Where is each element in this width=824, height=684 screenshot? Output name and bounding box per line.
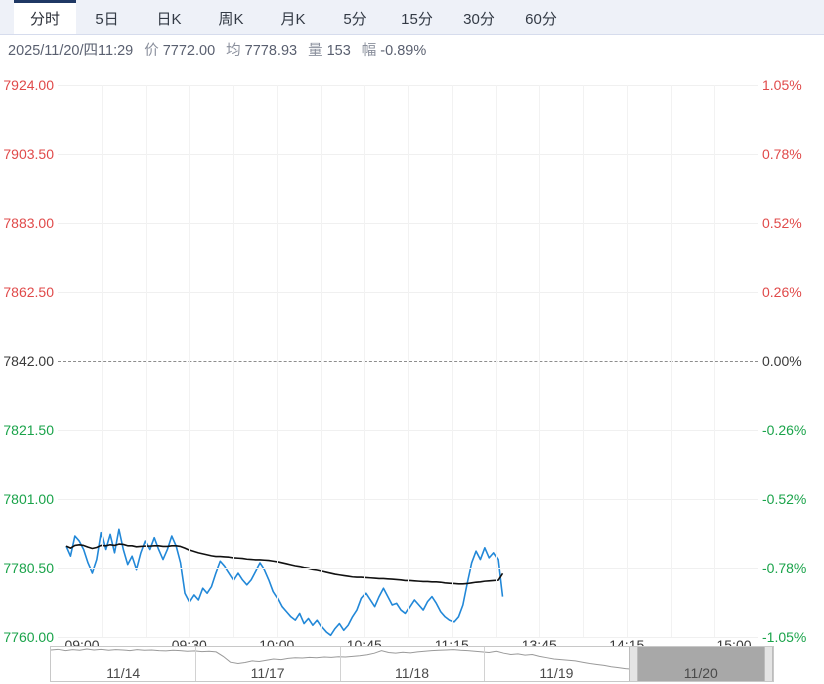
- tab-6[interactable]: 15分: [386, 0, 448, 34]
- gridline-vertical: [627, 85, 628, 637]
- tab-label: 15分: [401, 11, 433, 28]
- tab-label: 月K: [280, 11, 306, 28]
- y-axis-right-tick: 0.78%: [762, 146, 802, 162]
- y-axis-right-tick: -1.05%: [762, 629, 807, 645]
- gridline-vertical: [583, 85, 584, 637]
- y-axis-right-tick: -0.78%: [762, 560, 807, 576]
- gridline-vertical: [671, 85, 672, 637]
- y-axis-left-tick: 7821.50: [3, 422, 54, 438]
- info-avg-label: 均: [226, 42, 241, 59]
- gridline-vertical: [452, 85, 453, 637]
- y-axis-right-tick: 0.26%: [762, 284, 802, 300]
- info-avg-value: 7778.93: [244, 42, 298, 59]
- gridline-vertical: [321, 85, 322, 637]
- y-axis-right-tick: 0.52%: [762, 215, 802, 231]
- gridline-horizontal: [58, 637, 758, 638]
- y-axis-right-tick: 1.05%: [762, 77, 802, 93]
- info-volume-value: 153: [326, 42, 351, 59]
- tab-4[interactable]: 月K: [262, 0, 324, 34]
- y-axis-left-tick: 7883.00: [3, 215, 54, 231]
- tab-label: 60分: [525, 11, 557, 28]
- y-axis-left-tick: 7862.50: [3, 284, 54, 300]
- tab-3[interactable]: 周K: [200, 0, 262, 34]
- tab-8[interactable]: 60分: [510, 0, 572, 34]
- y-axis-right-tick: -0.52%: [762, 491, 807, 507]
- tab-active-0[interactable]: 分时: [14, 0, 76, 34]
- navigator-divider: [195, 647, 197, 681]
- tab-label: 5分: [343, 11, 367, 28]
- y-axis-right-tick: -0.26%: [762, 422, 807, 438]
- gridline-vertical: [277, 85, 278, 637]
- tab-label: 5日: [95, 11, 119, 28]
- y-axis-left-tick: 7801.00: [3, 491, 54, 507]
- navigator-date-label: 11/17: [250, 665, 285, 681]
- date-range-navigator[interactable]: 11/14 11/17 11/18 11/19 11/20: [50, 646, 774, 682]
- tab-label: 30分: [463, 11, 495, 28]
- gridline-vertical: [146, 85, 147, 637]
- gridline-vertical: [233, 85, 234, 637]
- chart-area[interactable]: 7924.00 1.05% 7903.50 0.78% 7883.00 0.52% 7862…: [0, 64, 824, 659]
- quote-info-bar: 2025/11/20/四11:29 价 7772.00 均 7778.93 量 153…: [0, 34, 824, 64]
- y-axis-left-tick: 7842.00: [3, 353, 54, 369]
- info-change-value: -0.89%: [380, 42, 427, 59]
- gridline-vertical: [189, 85, 190, 637]
- info-price-value: 7772.00: [162, 42, 216, 59]
- navigator-date-label: 11/18: [395, 665, 429, 681]
- tab-1[interactable]: 5日: [76, 0, 138, 34]
- gridline-vertical: [714, 85, 715, 637]
- navigator-divider: [339, 647, 341, 681]
- info-volume-label: 量: [308, 42, 323, 59]
- navigator-handle-left[interactable]: [628, 647, 638, 681]
- navigator-date-label: 11/20: [683, 665, 718, 681]
- tab-2[interactable]: 日K: [138, 0, 200, 34]
- info-datetime: 2025/11/20/四11:29: [8, 42, 134, 59]
- period-tab-bar: 分时 5日 日K 周K 月K 5分 15分 30分 60分: [0, 0, 824, 35]
- navigator-date-label: 11/19: [539, 665, 574, 681]
- info-volume: 量 153: [308, 39, 351, 60]
- series-line-价: [65, 528, 504, 637]
- tab-label: 周K: [218, 11, 244, 28]
- plot-region[interactable]: 7924.00 1.05% 7903.50 0.78% 7883.00 0.52% 7862…: [3, 77, 806, 645]
- navigator-handle-right[interactable]: [764, 647, 773, 681]
- tab-label: 日K: [156, 11, 182, 28]
- gridline-vertical: [408, 85, 409, 637]
- y-axis-left-tick: 7780.50: [3, 560, 54, 576]
- y-axis-left-tick: 7760.00: [3, 629, 54, 645]
- tab-5[interactable]: 5分: [324, 0, 386, 34]
- gridline-vertical: [102, 85, 103, 637]
- info-price: 价 7772.00: [144, 39, 215, 60]
- gridline-vertical: [539, 85, 540, 637]
- price-series-svg: [65, 528, 504, 637]
- info-change: 幅 -0.89%: [362, 39, 426, 60]
- series-line-均: [65, 543, 504, 585]
- navigator-date-label: 11/14: [106, 665, 141, 681]
- info-change-label: 幅: [361, 42, 377, 59]
- y-axis-left-tick: 7924.00: [3, 77, 54, 93]
- navigator-divider: [484, 647, 486, 681]
- gridline-vertical: [364, 85, 365, 637]
- tab-7[interactable]: 30分: [448, 0, 510, 34]
- y-axis-left-tick: 7903.50: [3, 146, 54, 162]
- info-price-label: 价: [144, 42, 159, 59]
- info-avg: 均 7778.93: [226, 39, 297, 60]
- gridline-vertical: [496, 85, 497, 637]
- tab-label: 分时: [29, 11, 60, 28]
- navigator-selection[interactable]: [637, 647, 764, 681]
- y-axis-right-tick: 0.00%: [762, 353, 802, 369]
